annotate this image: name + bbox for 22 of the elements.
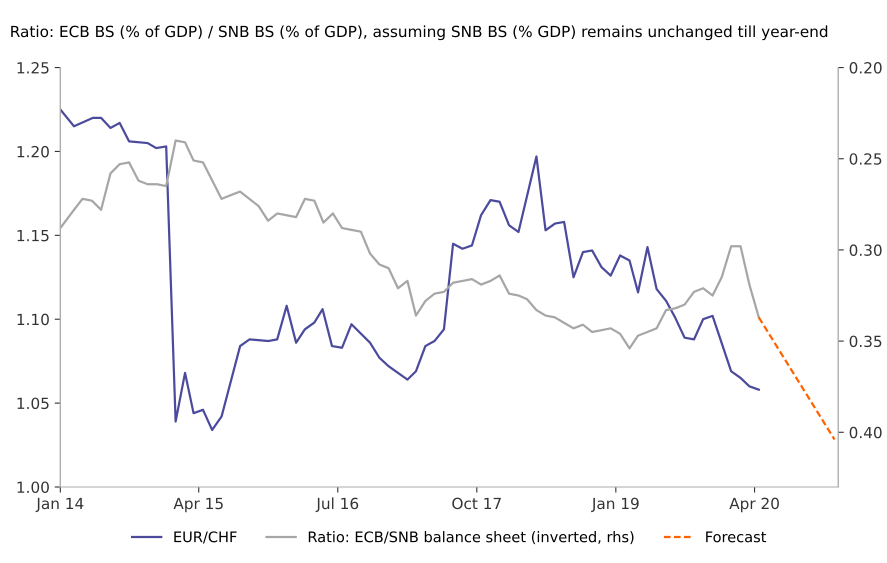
x-tick-label: Jul 16: [316, 497, 358, 512]
chart-title: Ratio: ECB BS (% of GDP) / SNB BS (% of GDP), assuming SNB BS (% GDP) remains unchanged till year-end: [11, 25, 828, 40]
y2-tick-label: 0.25: [850, 153, 882, 165]
y-tick-label: 1.25: [18, 62, 49, 74]
y-tick-label: 1.15: [18, 230, 49, 242]
x-tick-label: Apr 15: [173, 498, 223, 512]
x-tick-label: Jan 14: [36, 498, 84, 512]
y2-tick-label: 0.20: [850, 62, 882, 74]
x-tick-label: Jan 19: [591, 498, 639, 512]
x-tick-label: Apr 20: [729, 498, 779, 512]
legend-label: Forecast: [706, 532, 766, 542]
legend-label: Ratio: ECB/SNB balance sheet (inverted, rhs): [308, 531, 634, 544]
y-tick-label: 1.00: [18, 481, 49, 494]
legend-label: EUR/CHF: [174, 531, 237, 544]
y-tick-label: 1.05: [18, 398, 49, 410]
y-tick-label: 1.10: [18, 314, 49, 326]
y2-tick-label: 0.30: [850, 244, 882, 256]
line-series: [60, 108, 760, 432]
y2-tick-label: 0.35: [850, 336, 882, 348]
x-tick-label: Oct 17: [452, 498, 501, 510]
y2-tick-label: 0.40: [850, 426, 882, 438]
y-tick-label: 1.20: [18, 146, 49, 158]
